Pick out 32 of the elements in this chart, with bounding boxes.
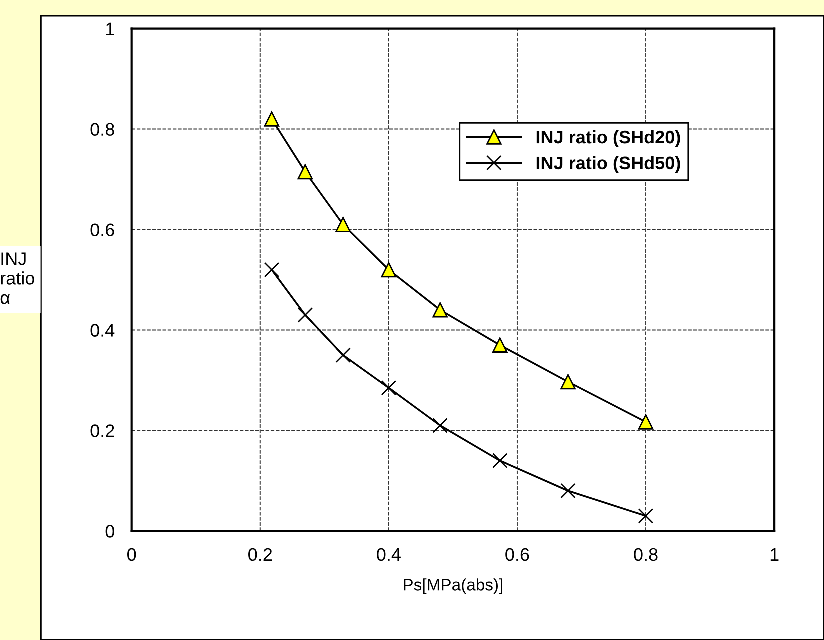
point: [638, 508, 654, 524]
y-tick-label: 0.8: [90, 123, 114, 136]
point: [492, 453, 508, 469]
y-tick-label: 0.2: [90, 424, 114, 438]
point: [381, 262, 397, 278]
point: [560, 374, 576, 390]
point: [492, 338, 508, 353]
y-tick-label: 0.4: [90, 324, 115, 337]
x-tick-label: 0.8: [634, 548, 658, 562]
point: [298, 164, 314, 180]
point: [336, 348, 351, 363]
point: [264, 262, 280, 278]
x-tick-label: 0.4: [377, 548, 401, 562]
point: [264, 112, 280, 127]
x-tick-label: 0.6: [506, 548, 530, 562]
x-tick-label: 1: [770, 548, 779, 561]
point: [381, 380, 397, 396]
x-tick-label: 0.2: [248, 548, 272, 562]
y-tick-label: 0.6: [90, 224, 114, 236]
point: [432, 302, 448, 318]
legend-label: INJ ratio (SHd50): [536, 156, 680, 174]
point: [432, 418, 448, 434]
legend-label: INJ ratio (SHd20): [536, 130, 680, 148]
x-axis-title: Ps[MPa(abs)]: [404, 578, 502, 594]
point: [638, 414, 654, 430]
y-tick-label: 0: [106, 525, 114, 538]
point: [560, 483, 576, 499]
point: [298, 308, 314, 323]
x-tick-label: 0: [128, 548, 136, 562]
point: [336, 217, 351, 232]
y-axis-title: INJ ratio α: [0, 252, 34, 304]
y-tick-label: 1: [106, 22, 114, 36]
